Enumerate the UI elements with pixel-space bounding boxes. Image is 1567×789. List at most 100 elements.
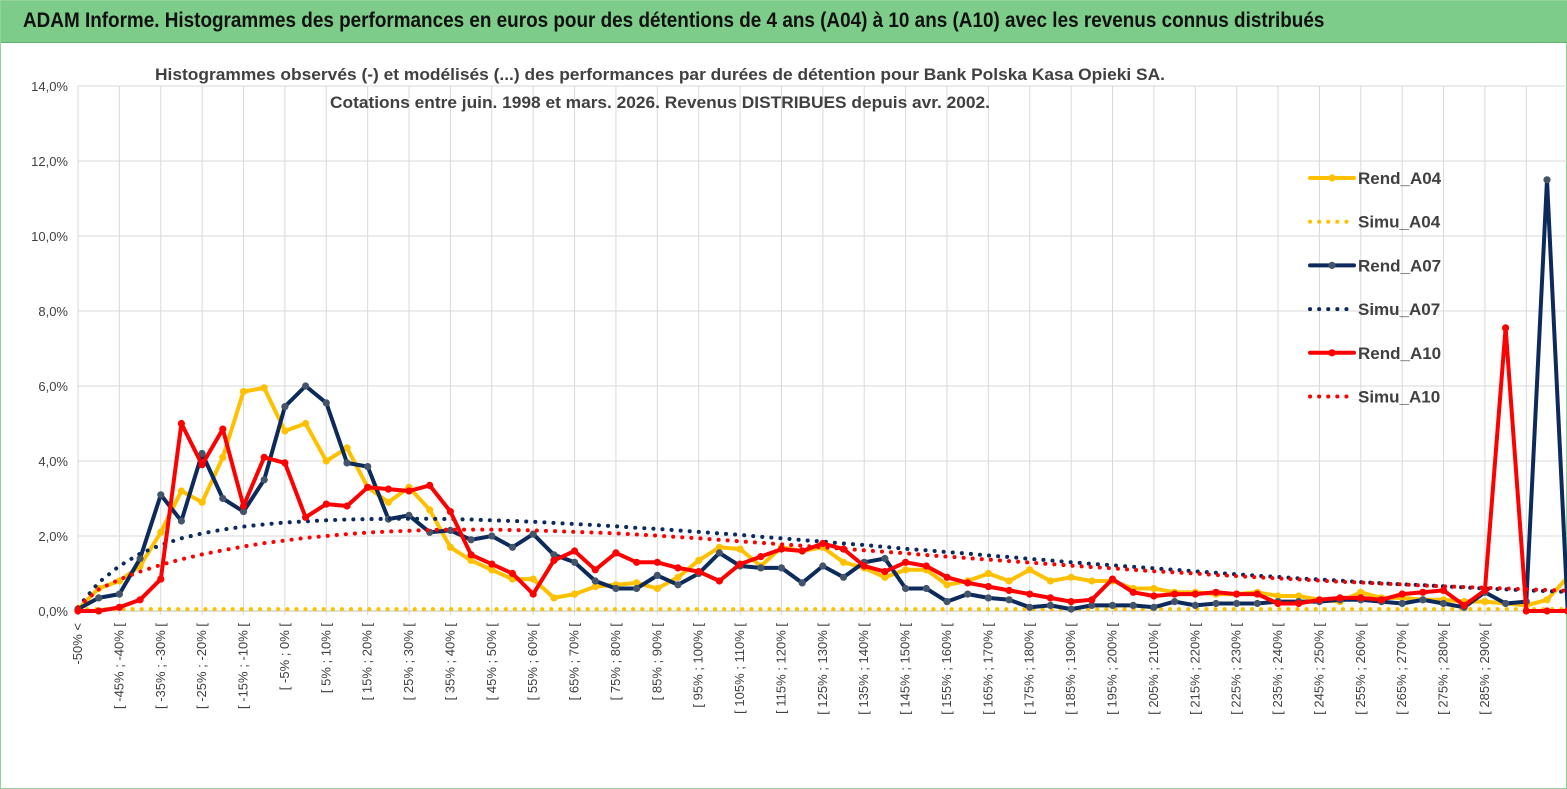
legend-marker [1328, 261, 1336, 269]
data-point [343, 459, 351, 467]
data-point [1460, 601, 1468, 610]
data-point [115, 577, 123, 585]
data-point [550, 551, 558, 559]
data-point [1253, 599, 1261, 608]
x-tick-label: [ 285% ; 290% [ [1477, 623, 1492, 715]
data-point [136, 596, 144, 604]
data-point [1357, 594, 1365, 602]
x-tick-label: [ 225% ; 230% [ [1229, 623, 1244, 715]
x-tick-label: [ 205% ; 210% [ [1146, 623, 1161, 715]
y-tick-label: 2,0% [38, 529, 68, 544]
legend-marker [1328, 174, 1336, 182]
data-point [1336, 594, 1344, 602]
data-point [426, 506, 434, 514]
data-point [757, 564, 765, 572]
data-point [302, 513, 310, 521]
data-point [302, 382, 310, 390]
data-point [881, 573, 889, 581]
data-point [1481, 598, 1489, 606]
chart-title-line2: Cotations entre juin. 1998 et mars. 2026… [330, 93, 990, 112]
data-point [1543, 607, 1551, 615]
data-point [1522, 607, 1530, 615]
data-point [322, 500, 330, 508]
data-point [529, 575, 537, 583]
x-tick-label: [ 125% ; 130% [ [815, 623, 830, 715]
x-axis-labels: -50% < [ -45% ; -40% [[ -35% ; -30% [[ -2… [70, 623, 1492, 715]
data-point [1150, 603, 1158, 611]
data-point [198, 449, 206, 458]
data-point [1377, 596, 1386, 604]
data-point [653, 571, 661, 580]
data-point [860, 562, 868, 570]
data-point [984, 583, 993, 591]
data-point [1315, 596, 1323, 604]
legend-label: Rend_A10 [1358, 344, 1441, 363]
x-tick-label: [ -15% ; -10% [ [236, 623, 251, 709]
data-point [922, 562, 930, 570]
data-point [488, 532, 496, 540]
data-point [1357, 588, 1365, 596]
title-bar: ADAM Informe. Histogrammes des performan… [1, 1, 1567, 43]
y-tick-label: 10,0% [31, 229, 68, 244]
legend-label: Simu_A04 [1358, 213, 1441, 232]
legend-label: Simu_A07 [1358, 300, 1440, 319]
data-point [902, 566, 910, 574]
data-point [219, 453, 227, 461]
x-tick-label: [ -35% ; -30% [ [153, 623, 168, 709]
data-point [777, 564, 786, 572]
data-point [529, 590, 537, 598]
data-point [550, 594, 558, 602]
y-tick-label: 14,0% [31, 79, 68, 94]
data-point [281, 427, 289, 435]
x-tick-label: [ 235% ; 240% [ [1270, 623, 1285, 715]
legend-label: Rend_A07 [1358, 256, 1441, 275]
x-tick-label: [ 95% ; 100% [ [691, 623, 706, 708]
data-point [136, 554, 144, 563]
data-point [1088, 596, 1096, 604]
data-point [571, 558, 579, 566]
data-point [736, 545, 744, 553]
data-point [1046, 601, 1054, 610]
data-point [591, 583, 599, 591]
data-point [653, 558, 661, 566]
data-point [736, 560, 744, 568]
data-point [984, 594, 993, 602]
data-point [1543, 596, 1551, 604]
data-point [239, 508, 248, 516]
data-point [902, 558, 910, 566]
data-point [1067, 605, 1075, 613]
data-point [467, 551, 475, 559]
data-point [943, 598, 951, 606]
data-point [1502, 599, 1510, 608]
data-point [633, 558, 641, 566]
data-point [1026, 590, 1034, 598]
x-tick-label: [ 65% ; 70% [ [567, 623, 582, 701]
data-point [1564, 607, 1567, 615]
data-point [157, 575, 165, 583]
data-point [281, 459, 289, 467]
x-tick-label: [ 115% ; 120% [ [773, 623, 788, 714]
data-point [571, 547, 579, 555]
x-tick-label: [ 155% ; 160% [ [939, 623, 954, 715]
chart-title-line1: Histogrammes observés (-) et modélisés (… [155, 65, 1165, 84]
x-tick-label: [ 255% ; 260% [ [1353, 623, 1368, 715]
data-point [260, 476, 268, 484]
data-point [612, 549, 620, 557]
page-title: ADAM Informe. Histogrammes des performan… [23, 9, 1325, 32]
data-point [1295, 592, 1303, 600]
data-point [488, 560, 496, 568]
legend-label: Simu_A10 [1358, 388, 1440, 407]
x-tick-label: [ 55% ; 60% [ [525, 623, 540, 701]
data-point [1129, 601, 1137, 610]
data-point [633, 584, 641, 593]
series-line-simu-a07 [76, 516, 1567, 610]
data-point [1439, 599, 1448, 608]
y-tick-label: 12,0% [31, 154, 68, 169]
y-tick-label: 0,0% [38, 604, 68, 619]
data-point [1212, 599, 1220, 608]
x-tick-label: [ 215% ; 220% [ [1187, 623, 1202, 715]
data-point [674, 564, 682, 572]
data-point [1274, 592, 1282, 600]
data-point [1026, 566, 1034, 574]
x-tick-label: [ 75% ; 80% [ [608, 623, 623, 701]
